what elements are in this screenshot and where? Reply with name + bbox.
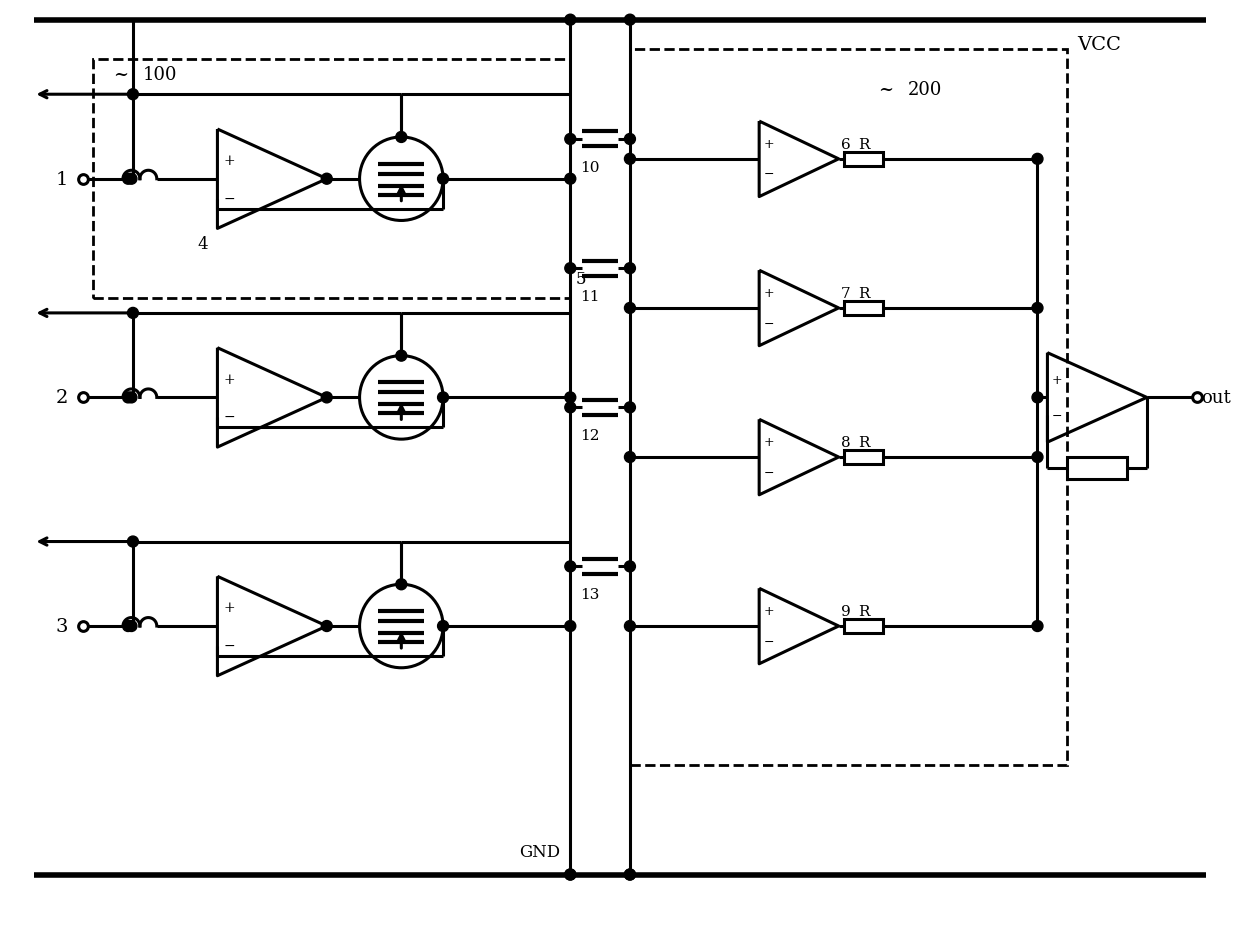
Circle shape xyxy=(625,452,635,463)
Text: 5: 5 xyxy=(575,271,585,287)
Text: 6: 6 xyxy=(841,138,851,152)
Circle shape xyxy=(123,174,134,185)
Circle shape xyxy=(126,174,136,185)
Text: +: + xyxy=(764,138,775,151)
Text: +: + xyxy=(223,601,236,615)
Text: +: + xyxy=(1052,374,1063,387)
Text: −: − xyxy=(764,317,774,330)
Circle shape xyxy=(396,350,407,362)
Circle shape xyxy=(565,402,575,413)
Circle shape xyxy=(1032,392,1043,403)
Text: R: R xyxy=(858,138,870,152)
Text: 9: 9 xyxy=(841,604,851,618)
Circle shape xyxy=(565,870,575,880)
Circle shape xyxy=(321,621,332,632)
Circle shape xyxy=(1032,303,1043,314)
Circle shape xyxy=(126,621,136,632)
Text: 2: 2 xyxy=(56,389,68,407)
Circle shape xyxy=(126,392,136,403)
Bar xyxy=(630,50,1068,766)
Circle shape xyxy=(123,392,134,403)
Text: −: − xyxy=(764,635,774,648)
Text: +: + xyxy=(764,287,775,300)
Circle shape xyxy=(565,870,575,880)
Text: 7: 7 xyxy=(841,286,851,300)
Circle shape xyxy=(565,621,575,632)
Text: 11: 11 xyxy=(580,290,600,304)
Text: −: − xyxy=(764,466,774,479)
Bar xyxy=(1068,458,1127,479)
Text: R: R xyxy=(858,604,870,618)
Bar xyxy=(843,451,883,464)
Text: ~: ~ xyxy=(113,66,128,84)
Text: 100: 100 xyxy=(143,66,177,84)
Text: 1: 1 xyxy=(56,171,68,188)
Text: 12: 12 xyxy=(580,428,600,443)
Circle shape xyxy=(565,174,575,185)
Bar xyxy=(843,301,883,315)
Circle shape xyxy=(1032,154,1043,165)
Circle shape xyxy=(396,133,407,144)
Circle shape xyxy=(438,621,449,632)
Circle shape xyxy=(128,308,139,319)
Circle shape xyxy=(625,870,635,880)
Circle shape xyxy=(625,621,635,632)
Circle shape xyxy=(128,90,139,101)
Circle shape xyxy=(321,392,332,403)
Text: −: − xyxy=(764,169,774,182)
Circle shape xyxy=(625,562,635,572)
Circle shape xyxy=(438,174,449,185)
Circle shape xyxy=(565,15,575,26)
Text: R: R xyxy=(858,436,870,450)
Circle shape xyxy=(625,15,635,26)
Text: 4: 4 xyxy=(197,235,208,252)
Circle shape xyxy=(625,870,635,880)
Text: out: out xyxy=(1202,389,1231,407)
Bar xyxy=(843,153,883,167)
Text: 200: 200 xyxy=(908,82,942,99)
Text: 3: 3 xyxy=(56,617,68,635)
Text: ~: ~ xyxy=(878,82,894,99)
Text: 13: 13 xyxy=(580,588,600,602)
Circle shape xyxy=(123,621,134,632)
Circle shape xyxy=(1032,621,1043,632)
Text: −: − xyxy=(223,191,236,206)
Circle shape xyxy=(565,134,575,146)
Text: 10: 10 xyxy=(580,160,600,174)
Text: 8: 8 xyxy=(841,436,851,450)
Circle shape xyxy=(565,562,575,572)
Text: R: R xyxy=(858,286,870,300)
Circle shape xyxy=(625,402,635,413)
Text: +: + xyxy=(223,154,236,168)
Text: +: + xyxy=(764,436,775,449)
Circle shape xyxy=(396,579,407,590)
Text: +: + xyxy=(223,372,236,386)
Text: −: − xyxy=(223,410,236,424)
Bar xyxy=(93,60,570,298)
Text: −: − xyxy=(223,638,236,653)
Circle shape xyxy=(565,392,575,403)
Text: +: + xyxy=(764,604,775,617)
Circle shape xyxy=(625,154,635,165)
Circle shape xyxy=(1032,452,1043,463)
Circle shape xyxy=(625,303,635,314)
Circle shape xyxy=(128,537,139,548)
Text: −: − xyxy=(1052,410,1063,423)
Circle shape xyxy=(438,392,449,403)
Bar xyxy=(843,619,883,633)
Circle shape xyxy=(625,263,635,274)
Text: VCC: VCC xyxy=(1078,35,1121,54)
Circle shape xyxy=(321,174,332,185)
Text: GND: GND xyxy=(520,843,560,859)
Circle shape xyxy=(625,134,635,146)
Circle shape xyxy=(565,263,575,274)
